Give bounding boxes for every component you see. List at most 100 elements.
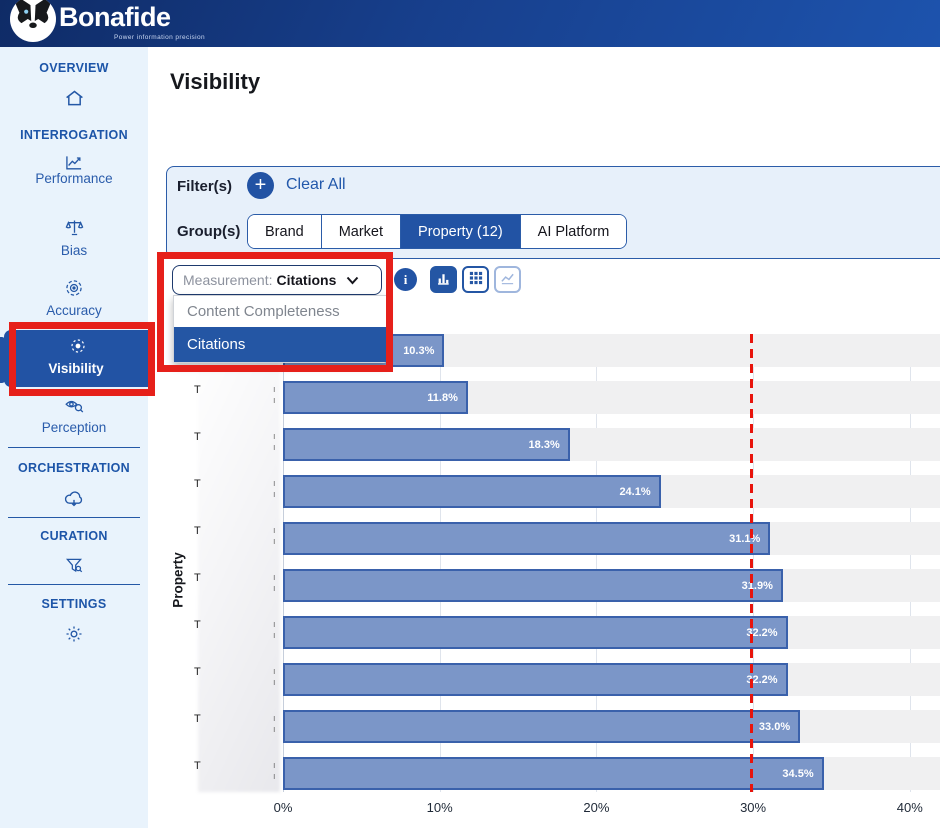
group-segmented-control: Brand Market Property (12) AI Platform xyxy=(247,214,627,249)
menu-option-content-completeness[interactable]: Content Completeness xyxy=(174,296,386,327)
sidebar-item-home[interactable] xyxy=(0,88,148,114)
category-fragment: ı ı xyxy=(273,619,276,641)
filter-panel: Filter(s) + Clear All Group(s) Brand Mar… xyxy=(166,166,940,259)
cloud-icon xyxy=(63,497,85,514)
category-label-redacted: T xyxy=(194,619,201,631)
category-label-redacted: T xyxy=(194,525,201,537)
x-tick-label: 0% xyxy=(258,800,308,815)
chart-row: Tı ı11.8% xyxy=(148,381,940,414)
brand-name: Bonafide xyxy=(59,2,171,33)
measurement-selected-value: Citations xyxy=(276,272,336,288)
chart-row: Tı ı 32.2% xyxy=(148,663,940,696)
sidebar-item-visibility-label[interactable]: Visibility xyxy=(4,361,148,376)
bar[interactable]: 31.1% xyxy=(283,522,770,555)
sidebar-item-settings[interactable] xyxy=(0,624,148,649)
sidebar-section-curation: CURATION xyxy=(0,529,148,543)
category-label-redacted: T xyxy=(194,572,201,584)
category-fragment: ı ı xyxy=(273,666,276,688)
bar[interactable]: 32.2% xyxy=(283,616,788,649)
category-fragment: ı ı xyxy=(273,525,276,547)
bar[interactable]: 18.3% xyxy=(283,428,570,461)
measurement-dropdown[interactable]: Measurement: Citations xyxy=(172,265,382,295)
sidebar-item-curation[interactable] xyxy=(0,556,148,581)
menu-option-citations[interactable]: Citations xyxy=(174,327,386,362)
sidebar-item-bias-label[interactable]: Bias xyxy=(0,243,148,258)
reference-line xyxy=(750,334,753,792)
sidebar: OVERVIEW INTERROGATION Performance Bias … xyxy=(0,47,149,828)
page-title: Visibility xyxy=(170,69,260,95)
measurement-menu: Content Completeness Citations xyxy=(173,295,387,363)
bar[interactable]: 11.8% xyxy=(283,381,468,414)
clear-all-button[interactable]: Clear All xyxy=(286,176,346,194)
bar[interactable]: 24.1% xyxy=(283,475,661,508)
y-axis-title: Property xyxy=(171,552,186,608)
sidebar-divider xyxy=(8,584,140,585)
x-tick-label: 30% xyxy=(728,800,778,815)
info-button[interactable]: i xyxy=(394,268,417,291)
bar[interactable]: 33.0% xyxy=(283,710,800,743)
x-tick-label: 40% xyxy=(885,800,935,815)
add-filter-button[interactable]: + xyxy=(247,172,274,199)
bar-chart-view-button[interactable] xyxy=(430,266,457,293)
visibility-eye-icon xyxy=(4,337,152,360)
category-label-redacted: T xyxy=(194,384,201,396)
dog-logo-icon xyxy=(10,0,56,42)
bar[interactable]: 34.5% xyxy=(283,757,824,790)
bar[interactable]: 32.2% xyxy=(283,663,788,696)
group-button-brand[interactable]: Brand xyxy=(248,215,321,248)
chart-row: Tı ı 31.1% xyxy=(148,522,940,555)
sidebar-divider xyxy=(8,447,140,448)
bar-value-label: 31.9% xyxy=(742,580,773,592)
group-button-market[interactable]: Market xyxy=(321,215,400,248)
brand-tagline: Power information precision xyxy=(114,34,205,41)
chart-row: Tı ı24.1% xyxy=(148,475,940,508)
group-button-ai-platform[interactable]: AI Platform xyxy=(520,215,627,248)
groups-label: Group(s) xyxy=(177,223,240,240)
table-view-button[interactable] xyxy=(462,266,489,293)
chart-row: Tı ı 33.0% xyxy=(148,710,940,743)
chart-row: Tı ı 34.5% xyxy=(148,757,940,790)
category-label-redacted: T xyxy=(194,760,201,772)
category-fragment: ı ı xyxy=(273,572,276,594)
x-tick-label: 10% xyxy=(415,800,465,815)
brand-logo xyxy=(10,0,56,42)
category-fragment: ı ı xyxy=(273,760,276,782)
sidebar-item-perception-label[interactable]: Perception xyxy=(0,420,148,435)
home-icon xyxy=(64,96,85,113)
funnel-search-icon xyxy=(64,563,84,580)
sidebar-item-visibility[interactable]: Visibility xyxy=(4,330,148,387)
top-header: Bonafide Power information precision xyxy=(0,0,940,47)
sidebar-item-accuracy-label[interactable]: Accuracy xyxy=(0,303,148,318)
eye-search-icon xyxy=(64,403,85,420)
chevron-down-icon xyxy=(346,276,359,285)
chart-row: Tı ı 32.2% xyxy=(148,616,940,649)
category-label-redacted: T xyxy=(194,478,201,490)
x-tick-label: 20% xyxy=(571,800,621,815)
measurement-prefix: Measurement: xyxy=(183,272,272,288)
sidebar-item-perception[interactable] xyxy=(0,395,148,421)
chart-row: Tı ı18.3% xyxy=(148,428,940,461)
category-label-redacted: T xyxy=(194,713,201,725)
sidebar-item-accuracy[interactable] xyxy=(0,278,148,303)
sidebar-item-orchestration[interactable] xyxy=(0,488,148,515)
sidebar-item-bias[interactable] xyxy=(0,217,148,243)
gear-icon xyxy=(64,631,84,648)
bar-value-label: 24.1% xyxy=(619,486,650,498)
sidebar-divider xyxy=(8,517,140,518)
app-window: Bonafide Power information precision OVE… xyxy=(0,0,940,828)
sidebar-item-performance-label[interactable]: Performance xyxy=(0,171,148,186)
info-icon: i xyxy=(404,272,408,287)
target-icon xyxy=(64,285,84,302)
bar-value-label: 31.1% xyxy=(729,533,760,545)
bar[interactable]: 31.9% xyxy=(283,569,783,602)
scales-icon xyxy=(64,225,85,242)
category-fragment: ı ı xyxy=(273,431,276,453)
category-fragment: ı ı xyxy=(273,713,276,735)
category-label-redacted: T xyxy=(194,666,201,678)
chart-row: Tı ı 31.9% xyxy=(148,569,940,602)
group-button-property[interactable]: Property (12) xyxy=(400,215,520,248)
bar-value-label: 34.5% xyxy=(782,768,813,780)
bar-value-label: 10.3% xyxy=(403,345,434,357)
line-chart-view-button[interactable] xyxy=(494,266,521,293)
bar-value-label: 18.3% xyxy=(529,439,560,451)
